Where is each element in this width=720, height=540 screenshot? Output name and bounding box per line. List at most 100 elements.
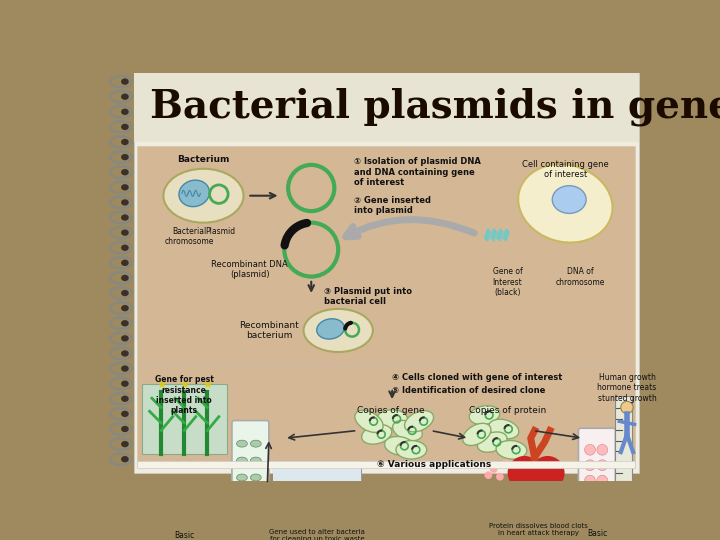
Text: Bacterial plasmids in gene cloning: Bacterial plasmids in gene cloning [150, 88, 720, 126]
Ellipse shape [251, 508, 261, 515]
Ellipse shape [251, 457, 261, 464]
Text: Plasmid: Plasmid [205, 226, 235, 235]
Circle shape [597, 506, 608, 517]
Ellipse shape [121, 305, 129, 312]
Ellipse shape [477, 432, 507, 453]
Ellipse shape [355, 410, 383, 433]
FancyBboxPatch shape [616, 396, 632, 481]
Ellipse shape [469, 406, 500, 424]
Polygon shape [503, 229, 509, 241]
Ellipse shape [396, 441, 427, 459]
Ellipse shape [392, 421, 423, 441]
FancyBboxPatch shape [273, 461, 361, 523]
Text: ⑤ Identification of desired clone: ⑤ Identification of desired clone [392, 386, 546, 395]
FancyBboxPatch shape [138, 461, 636, 468]
Ellipse shape [237, 508, 248, 515]
Text: ★: ★ [156, 381, 166, 391]
Ellipse shape [121, 381, 129, 387]
Ellipse shape [121, 456, 129, 462]
Ellipse shape [237, 457, 248, 464]
FancyBboxPatch shape [138, 146, 636, 467]
Ellipse shape [121, 124, 129, 130]
Ellipse shape [251, 440, 261, 447]
Text: Protein dissolves blood clots
in heart attack therapy: Protein dissolves blood clots in heart a… [489, 523, 588, 536]
Polygon shape [302, 482, 318, 523]
Circle shape [621, 401, 633, 414]
FancyBboxPatch shape [142, 384, 227, 454]
Ellipse shape [552, 186, 586, 213]
Ellipse shape [121, 199, 129, 206]
Ellipse shape [489, 419, 519, 439]
Text: ② Gene inserted
into plasmid: ② Gene inserted into plasmid [354, 195, 431, 215]
Text: DNA of
chromosome: DNA of chromosome [556, 267, 606, 287]
Ellipse shape [121, 214, 129, 221]
FancyBboxPatch shape [232, 421, 269, 525]
Polygon shape [497, 229, 503, 241]
Circle shape [508, 456, 541, 490]
FancyBboxPatch shape [273, 461, 361, 483]
Text: ★: ★ [179, 381, 189, 391]
Circle shape [597, 475, 608, 486]
Ellipse shape [463, 423, 491, 446]
Text: ④ Cells cloned with gene of interest: ④ Cells cloned with gene of interest [392, 373, 562, 382]
Ellipse shape [121, 320, 129, 326]
Ellipse shape [251, 491, 261, 498]
Text: Copies of gene: Copies of gene [357, 406, 425, 415]
Text: ★: ★ [202, 381, 212, 391]
Circle shape [585, 506, 595, 517]
Text: ⑥ Various applications: ⑥ Various applications [377, 460, 491, 469]
Text: Gene used to alter bacteria
for cleaning up toxic waste: Gene used to alter bacteria for cleaning… [269, 529, 365, 540]
Ellipse shape [121, 230, 129, 236]
Polygon shape [509, 477, 563, 506]
Ellipse shape [121, 335, 129, 341]
Ellipse shape [377, 410, 408, 428]
Ellipse shape [317, 319, 344, 339]
Ellipse shape [121, 441, 129, 447]
Circle shape [531, 456, 564, 490]
Text: Recombinant
bacterium: Recombinant bacterium [239, 321, 299, 340]
Ellipse shape [496, 441, 527, 459]
Ellipse shape [237, 491, 248, 498]
Circle shape [490, 465, 498, 473]
Ellipse shape [121, 139, 129, 145]
FancyBboxPatch shape [134, 72, 639, 142]
Circle shape [597, 460, 608, 470]
FancyBboxPatch shape [134, 72, 639, 473]
Ellipse shape [163, 168, 243, 222]
Ellipse shape [121, 93, 129, 100]
Circle shape [503, 459, 510, 467]
Ellipse shape [237, 440, 248, 447]
Text: Copies of protein: Copies of protein [469, 406, 546, 415]
Text: ③ Plasmid put into
bacterial cell: ③ Plasmid put into bacterial cell [324, 287, 413, 306]
Circle shape [485, 471, 492, 479]
FancyBboxPatch shape [578, 428, 616, 525]
Polygon shape [485, 229, 490, 241]
Ellipse shape [121, 169, 129, 176]
Text: Basic
research
on protein: Basic research on protein [577, 529, 616, 540]
Ellipse shape [121, 290, 129, 296]
Ellipse shape [121, 78, 129, 85]
Text: Bacterial
chromosome: Bacterial chromosome [165, 226, 215, 246]
Ellipse shape [121, 109, 129, 115]
Ellipse shape [121, 396, 129, 402]
Text: Gene of
Interest
(black): Gene of Interest (black) [492, 267, 523, 297]
Ellipse shape [121, 426, 129, 432]
Circle shape [585, 444, 595, 455]
Ellipse shape [237, 474, 248, 481]
Circle shape [597, 444, 608, 455]
Polygon shape [490, 229, 497, 241]
Circle shape [585, 460, 595, 470]
Circle shape [585, 475, 595, 486]
Ellipse shape [121, 366, 129, 372]
Ellipse shape [179, 180, 210, 207]
Ellipse shape [121, 245, 129, 251]
Ellipse shape [384, 436, 415, 455]
Ellipse shape [121, 184, 129, 191]
Ellipse shape [361, 424, 392, 444]
FancyBboxPatch shape [273, 483, 361, 523]
Ellipse shape [121, 275, 129, 281]
Ellipse shape [304, 309, 373, 352]
Circle shape [585, 491, 595, 501]
Text: Human growth
hormone treats
stunted growth: Human growth hormone treats stunted grow… [598, 373, 657, 403]
Text: Gene for pest
resistance
inserted into
plants: Gene for pest resistance inserted into p… [155, 375, 214, 415]
